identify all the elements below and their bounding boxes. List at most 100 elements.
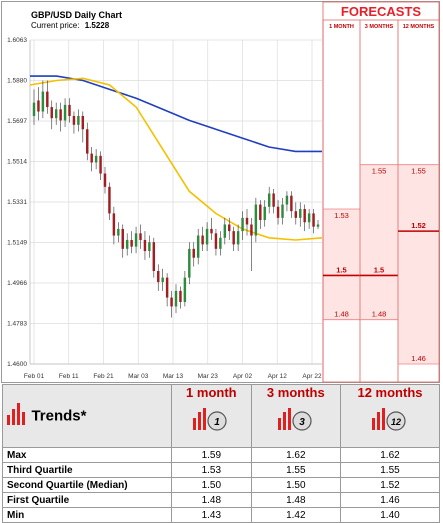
candle-body: [214, 233, 218, 249]
candle-body: [307, 213, 311, 223]
candlesticks: [32, 80, 320, 318]
moving-average-line: [30, 75, 322, 153]
candle-body: [210, 228, 213, 234]
candle-body: [316, 224, 320, 227]
candle-body: [228, 224, 231, 232]
forecast-column-label: 3 MONTHS: [365, 24, 394, 30]
y-tick-label: 1.5331: [7, 199, 27, 206]
current-price-line: Current price: 1.5228: [31, 21, 110, 30]
forecast-q3-label: 1.53: [334, 211, 349, 220]
table-row: Third Quartile 1.53 1.55 1.55: [2, 462, 441, 478]
y-tick-label: 1.5697: [7, 118, 27, 125]
candle-body: [72, 115, 76, 125]
table-row: Max 1.59 1.62 1.62: [2, 447, 441, 463]
chart-title: GBP/USD Daily Chart: [31, 10, 122, 20]
candle-body: [285, 195, 289, 205]
candle-body: [103, 173, 107, 187]
horizon-3-icon: 3: [256, 406, 336, 437]
candle-body: [77, 115, 80, 125]
moving-average-line: [29, 77, 323, 241]
x-tick-label: Apr 12: [268, 373, 288, 380]
forecast-q1-label: 1.48: [372, 310, 387, 319]
candle-body: [59, 109, 62, 121]
q1-1m: 1.48: [171, 492, 252, 508]
max-12m: 1.62: [339, 447, 441, 463]
forecast-q3-label: 1.55: [372, 167, 387, 176]
candle-body: [223, 224, 227, 238]
min-3m: 1.42: [250, 507, 341, 523]
forecast-panel: FORECASTS 1 MONTH 1.53 1.5 1.48 3 MONTHS 1.55 1…: [322, 1, 440, 383]
candle-body: [157, 270, 160, 283]
candle-body: [183, 277, 187, 302]
q3-12m: 1.55: [339, 462, 441, 478]
min-1m: 1.43: [171, 507, 252, 523]
forecast-median-label: 1.5: [374, 265, 384, 274]
x-tick-label: Feb 21: [93, 373, 114, 380]
forecast-q1-label: 1.46: [411, 354, 426, 363]
col-3-months-label: 3 months: [266, 385, 325, 400]
candle-body: [219, 237, 222, 249]
y-tick-label: 1.4783: [7, 321, 27, 328]
y-tick-label: 1.4966: [7, 280, 27, 287]
col-1-month-label: 1 month: [186, 385, 237, 400]
candle-body: [192, 248, 195, 258]
forecast-range-band: [398, 164, 439, 364]
candle-body: [54, 109, 58, 119]
col-12-months: 12 months 12: [339, 384, 441, 448]
trends-table: Trends* 1 month 1 3 months 3: [2, 384, 441, 523]
candle-body: [81, 115, 85, 130]
q3-1m: 1.53: [171, 462, 252, 478]
x-tick-label: Mar 03: [128, 373, 149, 380]
candle-body: [232, 231, 235, 245]
candle-body: [312, 213, 315, 227]
table-row: First Quartile 1.48 1.48 1.46: [2, 492, 441, 508]
candle-body: [121, 228, 124, 249]
q1-12m: 1.46: [339, 492, 441, 508]
candle-body: [281, 204, 284, 218]
candle-body: [117, 228, 120, 236]
forecast-q1-label: 1.48: [334, 310, 349, 319]
candle-body: [267, 193, 271, 207]
min-12m: 1.40: [339, 507, 441, 523]
x-tick-label: Apr 02: [233, 373, 253, 380]
x-tick-label: Feb 11: [59, 373, 79, 380]
candle-body: [143, 239, 147, 252]
horizon-1-badge: 1: [215, 417, 221, 428]
bar-chart-icon: [7, 402, 27, 430]
candle-body: [63, 104, 67, 121]
chart-frame: [1, 1, 440, 383]
row-label-max: Max: [2, 447, 172, 463]
current-price-value: 1.5228: [85, 21, 110, 30]
candle-body: [94, 155, 98, 163]
candle-body: [263, 206, 266, 221]
candle-body: [201, 235, 204, 245]
q1-3m: 1.48: [250, 492, 341, 508]
candle-body: [108, 186, 111, 214]
horizon-1-icon: 1: [176, 406, 247, 437]
x-tick-label: Mar 13: [163, 373, 184, 380]
candle-body: [250, 224, 253, 236]
candle-body: [37, 100, 40, 112]
median-1m: 1.50: [171, 477, 252, 493]
table-row: Min 1.43 1.42 1.40: [2, 507, 441, 523]
row-label-third-quartile: Third Quartile: [2, 462, 172, 478]
current-price-label: Current price:: [31, 21, 79, 30]
horizon-12-icon: 12: [345, 406, 435, 437]
candle-body: [99, 155, 102, 174]
forecasts-header: FORECASTS: [341, 4, 422, 19]
candle-body: [241, 217, 244, 232]
candle-body: [125, 239, 129, 249]
forecast-column-label: 12 MONTHS: [403, 24, 435, 30]
x-tick-label: Feb 01: [24, 373, 45, 380]
median-3m: 1.50: [250, 477, 341, 493]
q3-3m: 1.55: [250, 462, 341, 478]
candle-body: [303, 208, 306, 223]
row-label-min: Min: [2, 507, 172, 523]
trends-header-row: Trends* 1 month 1 3 months 3: [2, 384, 441, 448]
row-label-median: Second Quartile (Median): [2, 477, 172, 493]
candle-body: [290, 195, 293, 212]
candle-body: [152, 242, 156, 271]
candle-body: [112, 213, 116, 236]
y-tick-label: 1.4600: [7, 361, 27, 368]
y-axis-ticks: 1.6063 1.5880 1.5697 1.5514 1.5331 1.5149 1.49…: [7, 37, 27, 368]
